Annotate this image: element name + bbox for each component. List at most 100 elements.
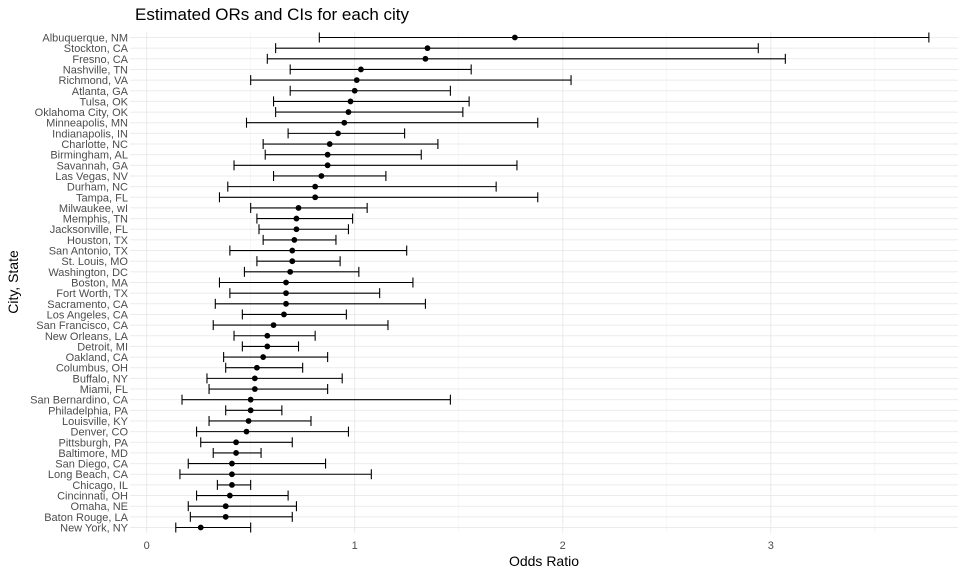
- or-point: [260, 354, 267, 360]
- city-row: [262, 139, 439, 150]
- city-row: [200, 437, 293, 448]
- or-point: [353, 77, 360, 84]
- or-point: [251, 375, 258, 382]
- city-row: [262, 234, 337, 245]
- y-tick-label: Baton Rouge, LA: [44, 512, 128, 524]
- y-tick-label: Oklahoma City, OK: [35, 107, 129, 119]
- city-row: [241, 309, 347, 320]
- or-point: [281, 311, 287, 318]
- city-row: [187, 501, 297, 512]
- city-row: [233, 160, 518, 171]
- y-tick-label: Fresno, CA: [72, 54, 128, 66]
- city-row: [208, 384, 329, 395]
- y-tick-label: Denver, CO: [71, 427, 129, 439]
- city-row: [227, 181, 497, 192]
- x-tick-label: 3: [768, 540, 774, 552]
- or-point: [270, 322, 277, 329]
- or-point: [283, 290, 289, 297]
- city-row: [216, 479, 252, 490]
- y-tick-label: Sacramento, CA: [47, 299, 128, 311]
- or-point: [247, 396, 254, 403]
- y-tick-label: Los Angeles, CA: [47, 309, 129, 321]
- or-point: [312, 183, 319, 190]
- y-tick-label: Chicago, IL: [72, 480, 128, 492]
- city-row: [223, 352, 329, 363]
- y-tick-label: San Antonio, TX: [49, 246, 129, 258]
- city-row: [189, 511, 293, 522]
- city-row: [214, 298, 426, 309]
- city-row: [181, 394, 451, 405]
- or-point: [324, 162, 331, 169]
- y-tick-label: Philadelphia, PA: [48, 405, 129, 417]
- or-point: [324, 151, 331, 158]
- or-point: [283, 279, 289, 286]
- or-point: [264, 343, 271, 350]
- or-point: [351, 87, 358, 94]
- y-tick-label: Long Beach, CA: [48, 469, 129, 481]
- y-tick-label: Memphis, TN: [63, 214, 128, 226]
- y-tick-label: Savannah, GA: [56, 160, 128, 172]
- y-tick-label: Omaha, NE: [71, 501, 128, 513]
- chart-title: Estimated ORs and CIs for each city: [135, 5, 409, 24]
- y-tick-label: Tulsa, OK: [80, 96, 129, 108]
- y-tick-label: Miami, FL: [80, 384, 128, 396]
- city-row: [179, 469, 372, 480]
- y-tick-label: Baltimore, MD: [58, 448, 128, 460]
- city-row: [196, 490, 289, 501]
- city-row: [264, 149, 422, 160]
- city-row: [206, 373, 343, 384]
- city-row: [212, 320, 389, 331]
- city-row: [218, 192, 539, 203]
- city-row: [196, 426, 349, 437]
- or-point: [254, 364, 260, 371]
- city-row: [250, 75, 572, 86]
- city-row: [218, 277, 414, 288]
- city-row: [289, 64, 472, 75]
- x-axis-title: Odds Ratio: [509, 553, 579, 569]
- x-tick-label: 2: [560, 540, 566, 552]
- or-point: [229, 481, 235, 488]
- or-point: [318, 173, 325, 179]
- or-point: [243, 428, 250, 435]
- city-row: [241, 341, 300, 352]
- y-tick-label: St. Louis, MO: [61, 256, 128, 268]
- city-row: [266, 53, 786, 64]
- city-row: [250, 202, 368, 213]
- y-tick-label: New Orleans, LA: [45, 331, 129, 343]
- city-row: [233, 330, 316, 341]
- or-point: [247, 407, 254, 414]
- y-tick-label: San Diego, CA: [55, 459, 128, 471]
- or-point: [229, 460, 235, 467]
- y-tick-label: Nashville, TN: [63, 64, 128, 76]
- or-point: [222, 513, 229, 520]
- or-point: [291, 236, 298, 243]
- city-row: [275, 107, 464, 118]
- y-tick-label: Buffalo, NY: [73, 373, 129, 385]
- y-tick-label: Jacksonville, FL: [50, 224, 128, 236]
- x-tick-label: 0: [144, 540, 150, 552]
- or-point: [295, 205, 302, 211]
- y-tick-label: Oakland, CA: [66, 352, 129, 364]
- or-point: [264, 332, 271, 339]
- y-tick-label: Minneapolis, MN: [46, 118, 128, 130]
- or-point: [289, 247, 296, 254]
- y-tick-label: Houston, TX: [67, 235, 129, 247]
- or-point: [335, 130, 341, 137]
- or-point: [289, 258, 296, 265]
- y-tick-label: Las Vegas, NV: [55, 171, 128, 183]
- city-row: [229, 245, 408, 256]
- or-point: [341, 119, 348, 126]
- or-point: [511, 34, 518, 41]
- y-tick-label: Birmingham, AL: [50, 150, 128, 162]
- y-tick-label: Indianapolis, IN: [52, 128, 128, 140]
- y-tick-label: Louisville, KY: [62, 416, 129, 428]
- y-tick-label: Richmond, VA: [59, 75, 129, 87]
- y-tick-label: New York, NY: [60, 523, 129, 535]
- y-tick-label: Durham, NC: [67, 182, 128, 194]
- city-row: [272, 96, 470, 107]
- city-row: [243, 266, 360, 277]
- or-point: [293, 215, 300, 222]
- city-row: [272, 170, 387, 181]
